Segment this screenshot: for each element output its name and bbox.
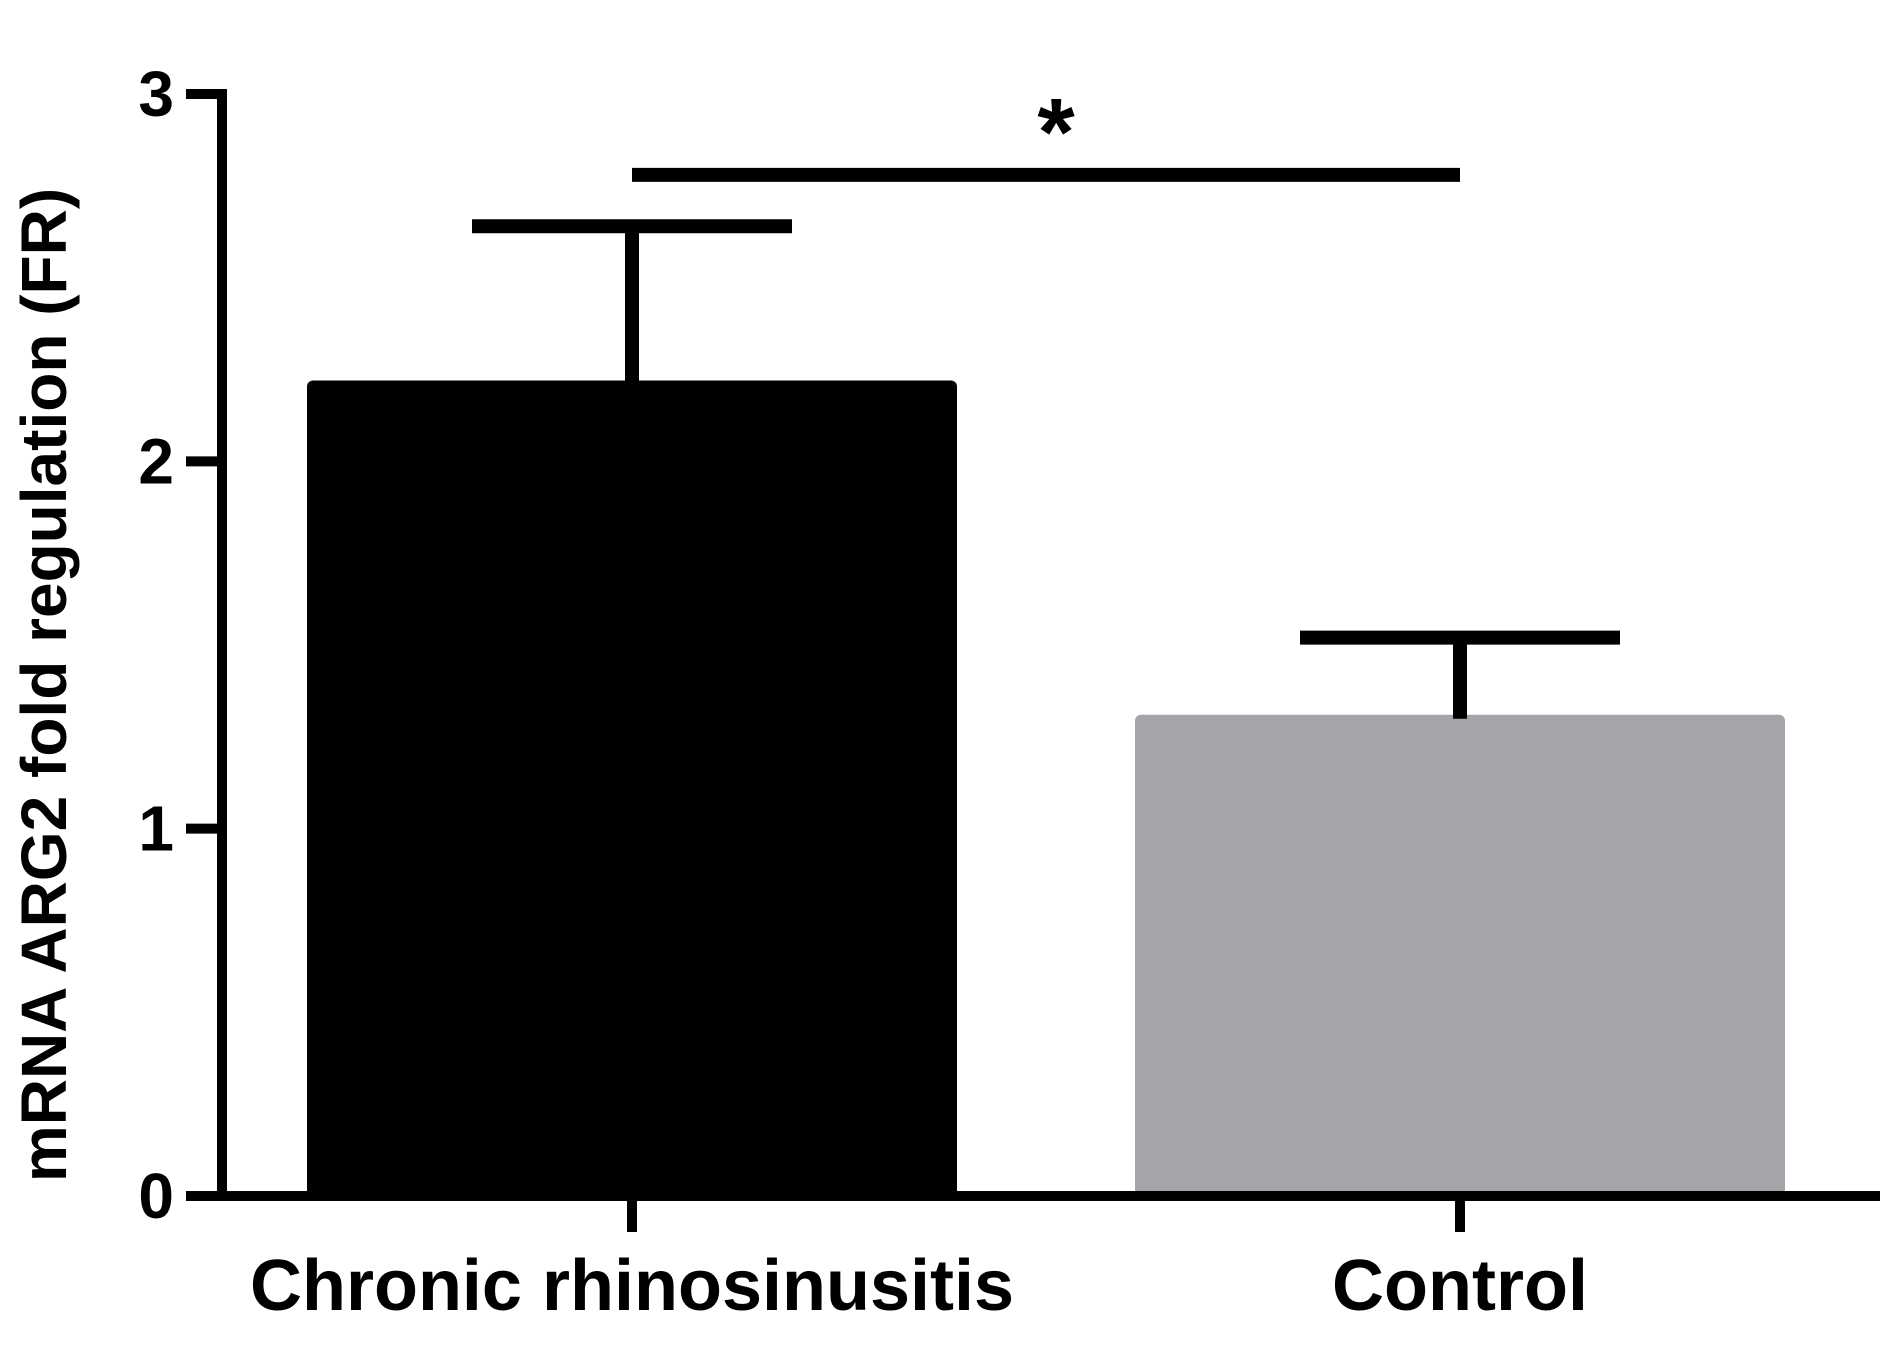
bars-layer: [307, 380, 1785, 1196]
y-tick-label-2: 2: [138, 425, 174, 497]
y-tick-label-3: 3: [138, 58, 174, 130]
y-tick-label-0: 0: [138, 1160, 174, 1232]
x-tick-label-2: Control: [1332, 1246, 1588, 1326]
y-ticks-layer: 0 1 2 3: [138, 58, 222, 1232]
bar-2: [1135, 714, 1785, 1196]
error-bars-layer: [472, 219, 1620, 719]
significance-label: *: [1037, 79, 1075, 186]
significance-layer: *: [632, 79, 1460, 186]
x-ticks-layer: Chronic rhinosinusitis Control: [250, 1196, 1588, 1326]
y-axis-label: mRNA ARG2 fold regulation (FR): [8, 188, 80, 1182]
axes-layer: [217, 89, 1880, 1201]
y-tick-label-1: 1: [138, 793, 174, 865]
bar-1: [307, 380, 957, 1196]
x-tick-label-1: Chronic rhinosinusitis: [250, 1246, 1014, 1326]
